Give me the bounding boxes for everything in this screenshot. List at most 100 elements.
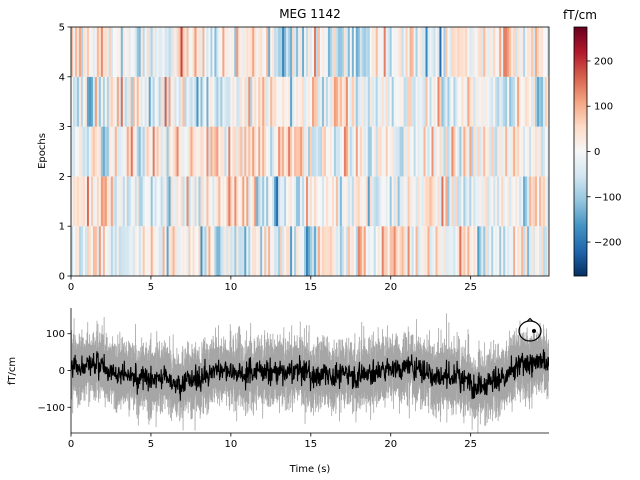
- heatmap-cell: [130, 126, 134, 177]
- heatmap-cell: [160, 176, 164, 227]
- heatmap-cell: [124, 226, 128, 276]
- heatmap-cell: [198, 226, 201, 276]
- heatmap-cell: [126, 27, 130, 77]
- heatmap-cell: [491, 76, 494, 127]
- heatmap-cell: [385, 76, 389, 127]
- heatmap-cell: [525, 176, 528, 227]
- heatmap-cell: [491, 176, 494, 227]
- heatmap-cell: [158, 126, 162, 177]
- heatmap-cell: [501, 126, 504, 177]
- heatmap-cell: [345, 126, 349, 177]
- heatmap-cell: [86, 76, 90, 127]
- heatmap-cell: [96, 27, 100, 77]
- heatmap-cell: [140, 76, 144, 127]
- heatmap-cell: [379, 176, 383, 227]
- heatmap-cell: [264, 76, 267, 127]
- heatmap-cell: [407, 126, 410, 177]
- heatmap-cell: [166, 226, 169, 276]
- y-tick-label: 0: [59, 272, 65, 283]
- heatmap-cell: [323, 126, 327, 177]
- heatmap-cell: [302, 27, 305, 77]
- heatmap-cell: [477, 76, 480, 127]
- heatmap-cell: [110, 176, 114, 227]
- heatmap-cell: [80, 76, 84, 127]
- x-tick-label: 0: [68, 439, 74, 450]
- heatmap-cell: [71, 27, 74, 77]
- heatmap-cell: [389, 126, 393, 177]
- heatmap-cell: [218, 226, 221, 276]
- heatmap-cell: [335, 126, 339, 177]
- heatmap-cell: [429, 226, 432, 276]
- heatmap-cell: [306, 226, 309, 276]
- heatmap-cell: [487, 126, 490, 177]
- heatmap-cell: [381, 176, 385, 227]
- x-tick-label: 5: [148, 282, 154, 293]
- heatmap-cell: [539, 76, 542, 127]
- heatmap-cell: [381, 27, 385, 77]
- heatmap-cell: [260, 226, 263, 276]
- heatmap-cell: [391, 126, 395, 177]
- heatmap-cell: [471, 76, 474, 127]
- heatmap-cell: [449, 27, 452, 77]
- heatmap-cell: [126, 226, 130, 276]
- heatmap-cell: [365, 27, 369, 77]
- heatmap-cell: [331, 226, 335, 276]
- heatmap-cell: [533, 126, 536, 177]
- heatmap-cell: [90, 126, 94, 177]
- heatmap-cell: [156, 226, 160, 276]
- heatmap-cell: [497, 27, 500, 77]
- heatmap-cell: [375, 76, 379, 127]
- heatmap-cell: [234, 176, 237, 227]
- heatmap-cell: [242, 27, 245, 77]
- heatmap-cell: [321, 226, 325, 276]
- heatmap-cell: [208, 226, 211, 276]
- heatmap-cell: [246, 27, 249, 77]
- heatmap-cell: [515, 76, 518, 127]
- heatmap-cell: [196, 226, 199, 276]
- heatmap-cell: [375, 226, 379, 276]
- heatmap-cell: [547, 226, 549, 276]
- heatmap-cell: [399, 27, 403, 77]
- heatmap-cell: [535, 76, 538, 127]
- heatmap-cell: [475, 126, 478, 177]
- heatmap-cell: [395, 76, 399, 127]
- heatmap-cell: [162, 76, 166, 127]
- heatmap-cell: [242, 126, 245, 177]
- heatmap-cell: [234, 226, 237, 276]
- heatmap-cell: [399, 126, 403, 177]
- heatmap-cell: [90, 76, 94, 127]
- heatmap-cell: [234, 76, 237, 127]
- heatmap-cell: [210, 126, 213, 177]
- heatmap-cell: [539, 27, 542, 77]
- heatmap-cell: [98, 27, 102, 77]
- heatmap-cell: [503, 176, 506, 227]
- heatmap-cell: [329, 126, 333, 177]
- heatmap-cell: [218, 76, 221, 127]
- heatmap-cell: [481, 126, 484, 177]
- heatmap-cell: [427, 76, 430, 127]
- heatmap-cell: [447, 176, 450, 227]
- heatmap-cell: [260, 176, 263, 227]
- heatmap-cell: [168, 176, 171, 227]
- heatmap-cell: [224, 76, 227, 127]
- heatmap-cell: [463, 76, 466, 127]
- heatmap-cell: [102, 27, 106, 77]
- heatmap-cell: [94, 226, 98, 276]
- heatmap-cell: [465, 27, 468, 77]
- heatmap-cell: [531, 27, 534, 77]
- heatmap-cell: [292, 176, 295, 227]
- heatmap-cell: [337, 27, 341, 77]
- heatmap-cell: [262, 176, 265, 227]
- heatmap-cell: [130, 226, 134, 276]
- heatmap-cell: [385, 27, 389, 77]
- heatmap-cell: [389, 76, 393, 127]
- heatmap-cell: [160, 76, 164, 127]
- heatmap-cell: [90, 27, 94, 77]
- heatmap-cell: [166, 76, 169, 127]
- heatmap-cell: [509, 126, 512, 177]
- heatmap-cell: [170, 226, 173, 276]
- heatmap-cell: [429, 27, 432, 77]
- heatmap-cell: [357, 126, 361, 177]
- heatmap-cell: [491, 226, 494, 276]
- heatmap-cell: [236, 76, 239, 127]
